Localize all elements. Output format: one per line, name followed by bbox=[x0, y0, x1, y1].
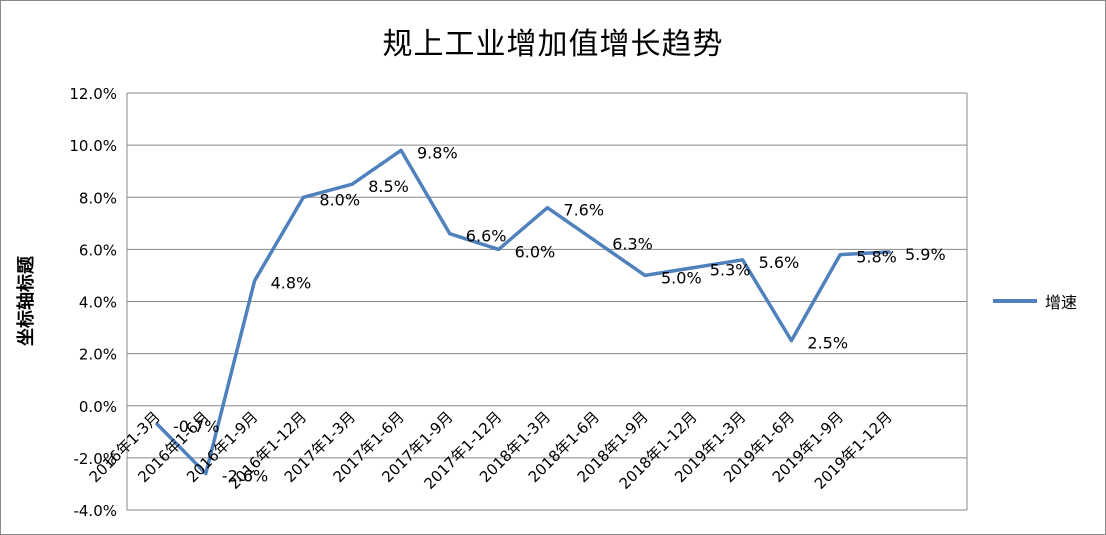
data-label: 6.6% bbox=[466, 227, 507, 246]
data-label: 4.8% bbox=[271, 274, 312, 293]
series-line-增速 bbox=[155, 148, 891, 476]
data-label: 5.0% bbox=[661, 268, 702, 287]
data-label: 8.0% bbox=[319, 190, 360, 209]
data-label: 8.5% bbox=[368, 177, 409, 196]
data-label: 5.9% bbox=[905, 245, 946, 264]
legend: 增速 bbox=[993, 289, 1077, 313]
data-label: 2.5% bbox=[807, 334, 848, 353]
data-label: 5.8% bbox=[856, 248, 897, 267]
y-tick-label: 0.0% bbox=[79, 398, 117, 416]
data-label: 6.0% bbox=[515, 242, 556, 261]
data-label: 5.3% bbox=[710, 261, 751, 280]
y-tick-label: 12.0% bbox=[69, 85, 117, 103]
y-tick-label: -4.0% bbox=[73, 502, 117, 520]
y-tick-label: 10.0% bbox=[69, 137, 117, 155]
y-tick-label: 4.0% bbox=[79, 294, 117, 312]
y-tick-label: 8.0% bbox=[79, 189, 117, 207]
y-tick-label: 2.0% bbox=[79, 346, 117, 364]
data-label: -2.6% bbox=[222, 467, 268, 486]
data-label: 6.3% bbox=[612, 235, 653, 254]
y-tick-label: 6.0% bbox=[79, 241, 117, 259]
data-label: 9.8% bbox=[417, 143, 458, 162]
legend-entry: 增速 bbox=[1045, 293, 1078, 312]
data-label: 7.6% bbox=[563, 201, 604, 220]
data-label: -0.7% bbox=[173, 417, 219, 436]
chart-title: 规上工业增加值增长趋势 bbox=[382, 27, 724, 62]
y-tick-label: -2.0% bbox=[73, 450, 117, 468]
legend-line-swatch bbox=[993, 299, 1037, 303]
data-label: 5.6% bbox=[759, 253, 800, 272]
